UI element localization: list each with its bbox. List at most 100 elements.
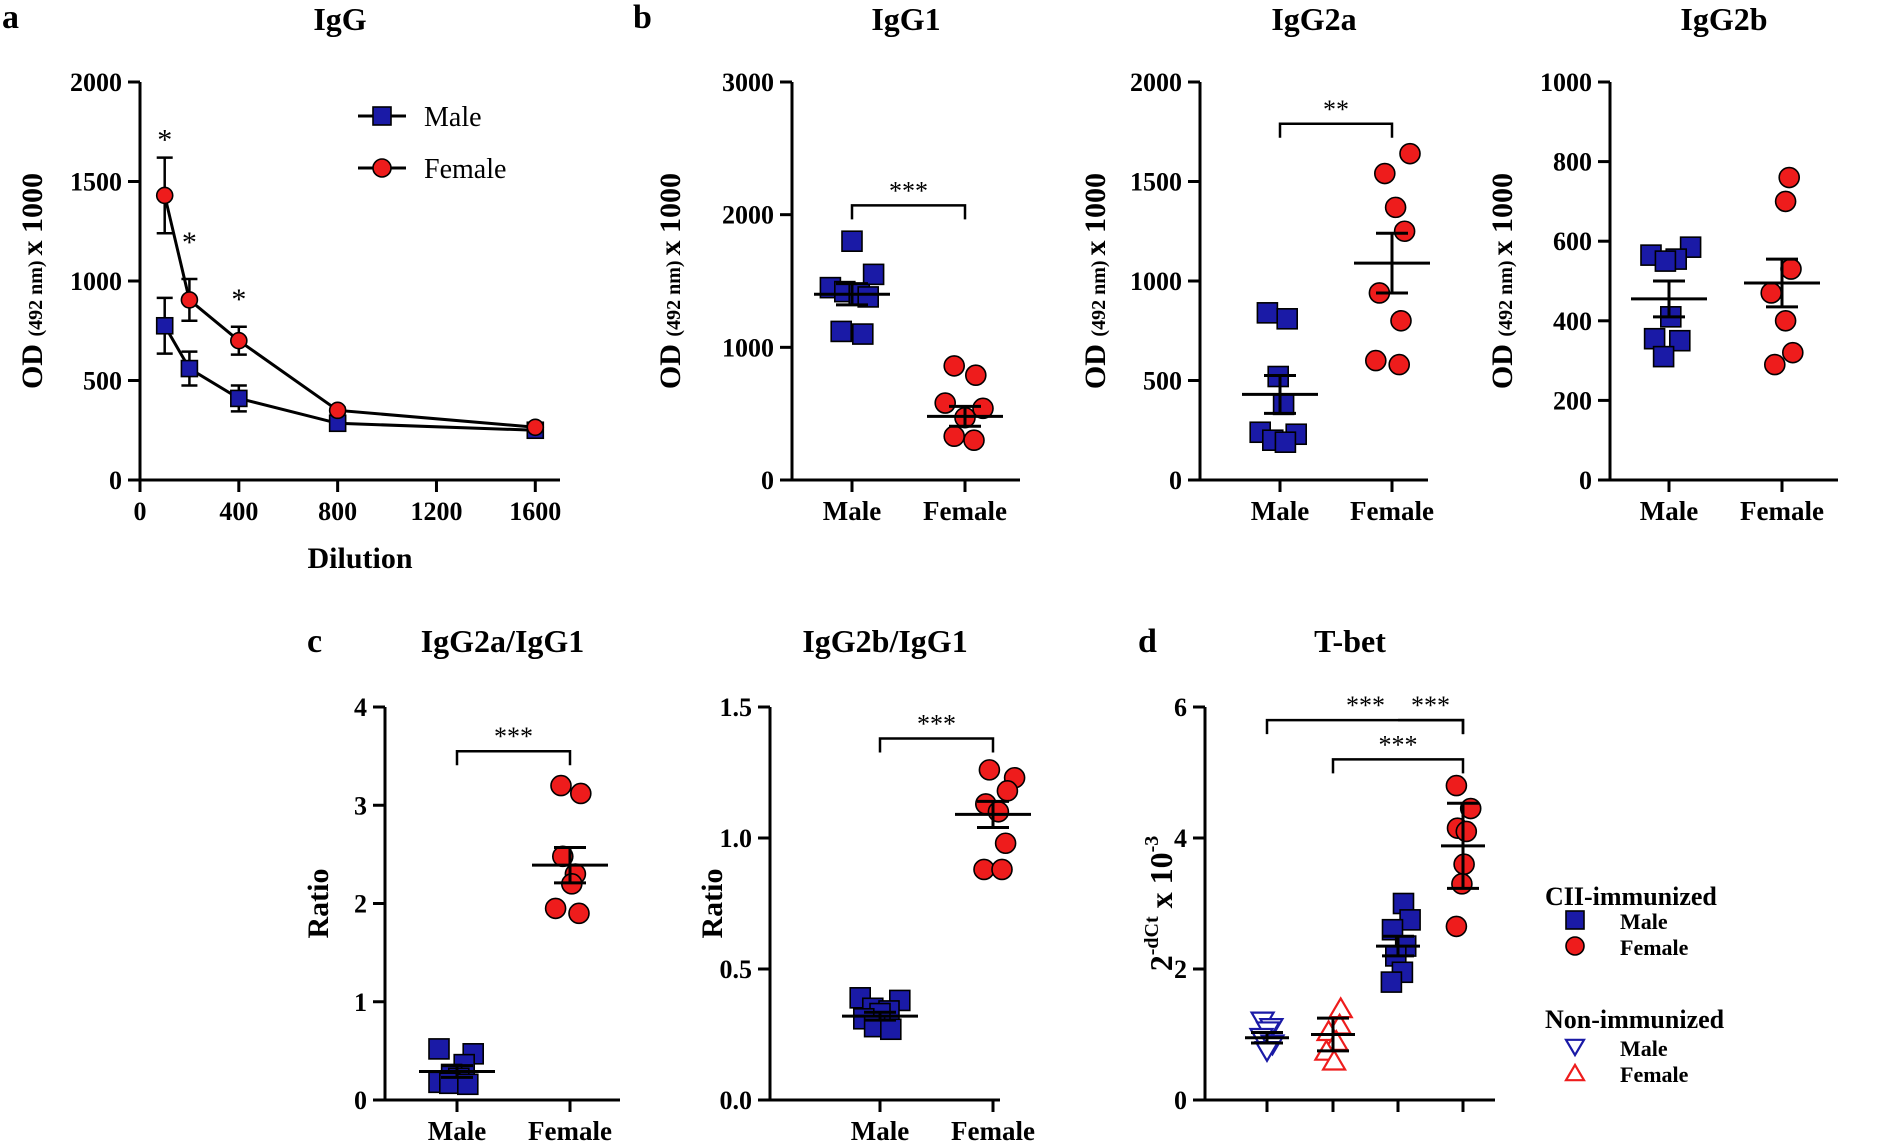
data-point bbox=[1780, 258, 1802, 280]
data-point bbox=[972, 397, 994, 420]
data-point bbox=[568, 902, 590, 925]
y-tick-label: 2000 bbox=[722, 201, 774, 230]
significance-star: * bbox=[157, 124, 172, 157]
y-axis-label-part: x 1000 bbox=[654, 173, 687, 256]
data-point bbox=[1774, 309, 1797, 332]
significance-bracket bbox=[1265, 718, 1465, 735]
legend-marker-female-immunized bbox=[1565, 936, 1585, 956]
y-axis-label: Ratio bbox=[696, 869, 729, 939]
data-point bbox=[862, 263, 885, 286]
data-point bbox=[1764, 353, 1786, 376]
y-tick-label: 6 bbox=[1174, 693, 1187, 722]
data-point-male bbox=[155, 316, 174, 335]
y-tick-label: 2 bbox=[1174, 955, 1187, 984]
y-axis-label: OD (492 nm) x 1000 bbox=[16, 173, 49, 389]
legend-label-male: Male bbox=[1620, 909, 1668, 934]
y-tick-label: 4 bbox=[354, 693, 367, 722]
x-tick-label: Male bbox=[1251, 496, 1309, 526]
x-tick-label: Male bbox=[428, 1116, 486, 1143]
data-point bbox=[991, 858, 1013, 881]
y-tick-label: 200 bbox=[1553, 386, 1592, 415]
data-point-female bbox=[155, 186, 174, 205]
chart-title: IgG2b/IgG1 bbox=[802, 623, 967, 659]
x-tick-label: Female bbox=[923, 496, 1007, 526]
significance-label: ** bbox=[1323, 95, 1349, 124]
y-axis-label-part: (492 nm) bbox=[1495, 255, 1517, 336]
data-point bbox=[1445, 774, 1468, 797]
y-axis-label-part: OD bbox=[1079, 337, 1112, 390]
panel-letter-a: a bbox=[2, 0, 19, 36]
data-point bbox=[1445, 915, 1468, 938]
significance-label: *** bbox=[494, 722, 533, 751]
x-tick-label: Female bbox=[528, 1116, 612, 1143]
data-point bbox=[1321, 1048, 1348, 1071]
y-tick-label: 600 bbox=[1553, 227, 1592, 256]
significance-bracket bbox=[1398, 718, 1465, 735]
y-axis-label-part: x 1000 bbox=[1486, 173, 1519, 256]
data-point bbox=[963, 429, 985, 452]
legend-label-female: Female bbox=[1620, 935, 1689, 960]
x-tick-label: Male bbox=[1640, 496, 1698, 526]
legend-label-female: Female bbox=[1620, 1062, 1689, 1087]
significance-star: * bbox=[182, 226, 197, 259]
y-tick-label: 0 bbox=[109, 466, 122, 495]
data-point bbox=[544, 897, 567, 920]
x-tick-label: 400 bbox=[219, 497, 258, 526]
y-axis-label-part: 2 bbox=[1143, 955, 1179, 971]
y-tick-label: 1000 bbox=[70, 267, 122, 296]
y-axis-label-part: (492 nm) bbox=[663, 255, 685, 336]
data-point bbox=[994, 832, 1017, 855]
chart-title: IgG bbox=[313, 1, 366, 37]
chart-title: IgG2a/IgG1 bbox=[421, 623, 585, 659]
y-tick-label: 2 bbox=[354, 890, 367, 919]
y-axis-label-part: x 1000 bbox=[1079, 173, 1112, 256]
y-tick-label: 400 bbox=[1553, 307, 1592, 336]
data-point bbox=[1669, 329, 1691, 352]
x-tick-label: 0 bbox=[134, 497, 147, 526]
data-point bbox=[1374, 162, 1396, 185]
y-tick-label: 4 bbox=[1174, 824, 1187, 853]
y-tick-label: 0 bbox=[1174, 1086, 1187, 1115]
significance-bracket bbox=[878, 737, 995, 753]
y-tick-label: 1500 bbox=[70, 168, 122, 197]
data-point bbox=[1760, 282, 1782, 304]
data-point bbox=[1455, 820, 1478, 843]
y-axis-label: Ratio bbox=[302, 869, 335, 939]
significance-bracket bbox=[1331, 758, 1465, 774]
significance-label: *** bbox=[1379, 730, 1418, 759]
y-tick-label: 0 bbox=[761, 466, 774, 495]
data-point bbox=[978, 759, 1001, 781]
y-tick-label: 1000 bbox=[1130, 267, 1182, 296]
data-point-female bbox=[526, 418, 545, 437]
data-point bbox=[1327, 996, 1354, 1019]
y-tick-label: 2000 bbox=[1130, 68, 1182, 97]
chart-title: IgG2a bbox=[1271, 1, 1356, 37]
data-point bbox=[1782, 341, 1804, 364]
data-point bbox=[1276, 308, 1298, 330]
data-point bbox=[1390, 309, 1412, 332]
data-point bbox=[1365, 349, 1387, 372]
data-point bbox=[996, 780, 1019, 802]
data-point bbox=[1272, 393, 1295, 416]
series-line-male bbox=[163, 325, 536, 432]
series-line-female bbox=[163, 195, 536, 429]
y-axis-label-part: -3 bbox=[1141, 836, 1163, 853]
data-point bbox=[841, 230, 863, 252]
y-tick-label: 0 bbox=[354, 1086, 367, 1115]
y-axis-label: OD (492 nm) x 1000 bbox=[654, 173, 687, 389]
significance-label: *** bbox=[889, 176, 928, 205]
y-tick-label: 1000 bbox=[1540, 68, 1592, 97]
data-point bbox=[1393, 220, 1416, 243]
data-point bbox=[943, 355, 966, 377]
data-point bbox=[1643, 327, 1666, 350]
x-tick-label: Male bbox=[851, 1116, 909, 1143]
legend-marker bbox=[372, 106, 392, 126]
legend-label: Female bbox=[424, 154, 506, 185]
y-axis-label-part: OD bbox=[16, 337, 49, 390]
significance-label: *** bbox=[917, 709, 956, 738]
x-tick-label: 1600 bbox=[509, 497, 561, 526]
x-tick-label: 1200 bbox=[410, 497, 462, 526]
y-tick-label: 800 bbox=[1553, 148, 1592, 177]
data-point-female bbox=[328, 401, 347, 420]
